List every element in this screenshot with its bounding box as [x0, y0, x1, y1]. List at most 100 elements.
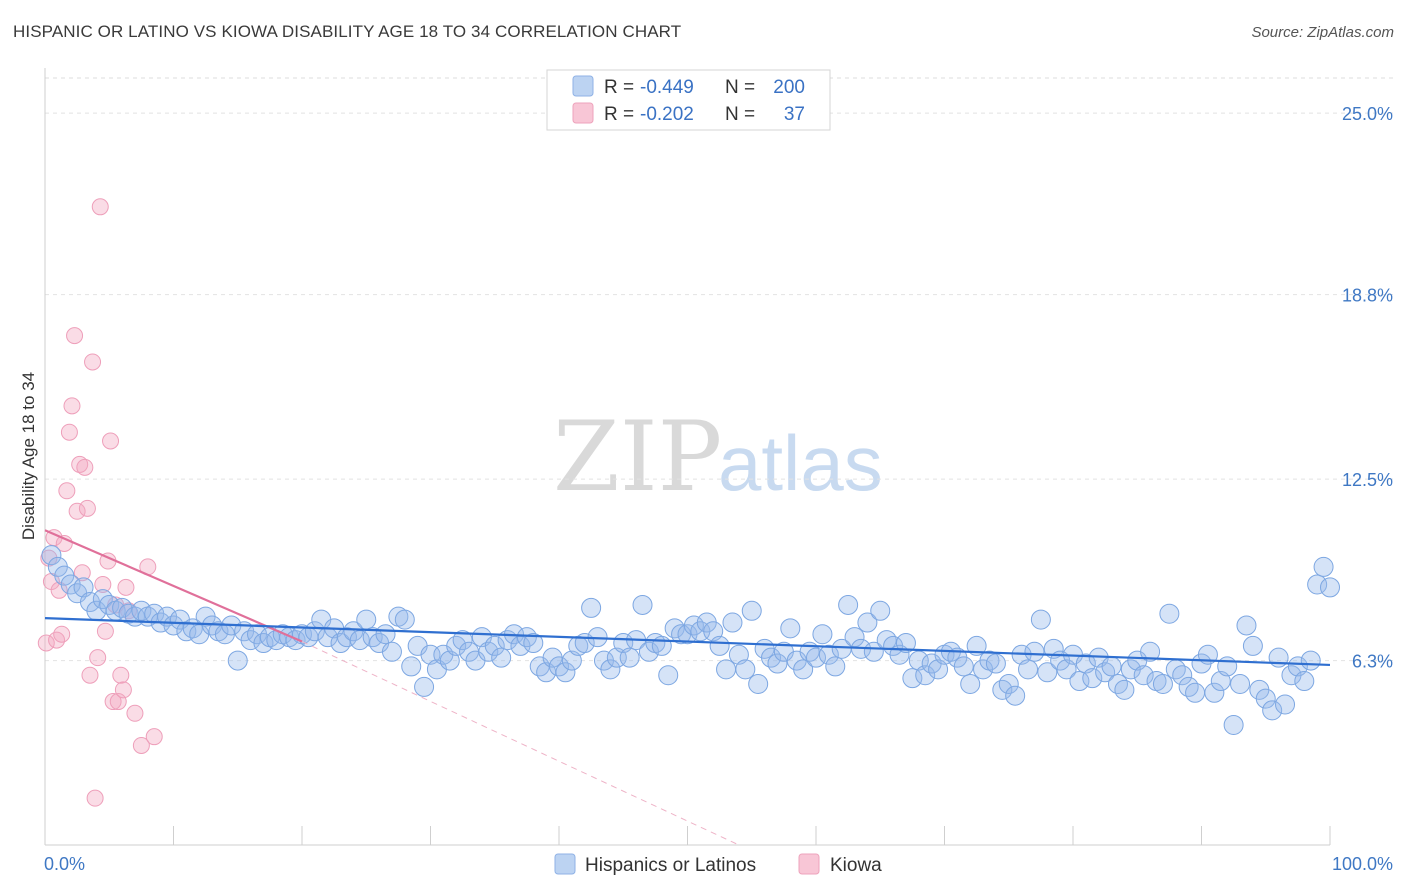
hispanic-point	[895, 633, 916, 654]
hispanic-point	[1101, 656, 1122, 677]
hispanic-point	[1056, 659, 1077, 680]
legend-n-value: 200	[773, 77, 805, 98]
bottom-legend: Hispanics or Latinos Kiowa	[554, 853, 882, 876]
kiowa-point	[114, 681, 132, 699]
legend-box	[546, 69, 831, 131]
kiowa-point	[89, 649, 107, 667]
kiowa-point	[37, 634, 55, 652]
hispanic-point	[336, 627, 357, 648]
hispanic-point	[1159, 603, 1180, 624]
hispanic-point	[394, 609, 415, 630]
bottom-legend-label: Kiowa	[830, 855, 882, 876]
hispanic-point	[793, 659, 814, 680]
hispanic-point	[1255, 688, 1276, 709]
hispanic-point	[381, 641, 402, 662]
hispanic-point	[491, 647, 512, 668]
hispanic-point	[857, 612, 878, 633]
hispanic-point	[716, 659, 737, 680]
hispanic-point	[253, 633, 274, 654]
y-tick-label: 6.3%	[1352, 652, 1393, 672]
hispanic-point	[581, 597, 602, 618]
kiowa-point	[78, 499, 96, 517]
hispanic-point	[1294, 671, 1315, 692]
y-tick-label: 25.0%	[1342, 104, 1393, 124]
legend-r-label: R =	[604, 77, 634, 98]
hispanic-point	[1223, 714, 1244, 735]
bottom-legend-swatch-pink	[798, 853, 820, 875]
hispanic-point	[1230, 673, 1251, 694]
hispanic-point	[1307, 574, 1328, 595]
hispanic-point	[99, 594, 120, 615]
hispanic-point	[683, 615, 704, 636]
source-label: Source: ZipAtlas.com	[1251, 24, 1394, 41]
hispanic-point	[735, 659, 756, 680]
x-tick-label: 0.0%	[44, 854, 85, 874]
hispanic-point	[741, 600, 762, 621]
hispanic-point	[414, 676, 435, 697]
series-kiowa	[37, 198, 163, 807]
kiowa-point	[84, 353, 102, 371]
hispanic-point	[452, 630, 473, 651]
hispanic-point	[1069, 671, 1090, 692]
hispanic-point	[966, 635, 987, 656]
kiowa-point	[96, 622, 114, 640]
watermark-atlas: atlas	[718, 419, 883, 507]
hispanic-point	[362, 627, 383, 648]
hispanic-point	[619, 647, 640, 668]
hispanic-point	[761, 647, 782, 668]
kiowa-point	[104, 693, 122, 711]
hispanic-point	[722, 612, 743, 633]
hispanic-point	[446, 635, 467, 656]
hispanic-point	[998, 673, 1019, 694]
kiowa-point	[71, 455, 89, 473]
hispanic-point	[1030, 609, 1051, 630]
axes	[44, 68, 1331, 846]
kiowa-point	[126, 704, 144, 722]
hispanic-point	[330, 633, 351, 654]
kiowa-point	[145, 728, 163, 746]
hispanic-point	[902, 668, 923, 689]
kiowa-point	[73, 564, 91, 582]
chart-title: HISPANIC OR LATINO VS KIOWA DISABILITY A…	[13, 22, 682, 41]
hispanic-point	[1024, 641, 1045, 662]
hispanic-point	[1107, 673, 1128, 694]
x-tick-label: 100.0%	[1332, 854, 1393, 874]
legend-swatch-pink	[572, 102, 594, 124]
grid	[45, 77, 1395, 662]
kiowa-point	[76, 458, 94, 476]
kiowa-point	[112, 666, 130, 684]
hispanic-point	[632, 594, 653, 615]
hispanic-point	[960, 673, 981, 694]
hispanic-point	[1152, 673, 1173, 694]
hispanic-point	[484, 635, 505, 656]
watermark-zip: ZIP	[553, 401, 722, 513]
hispanic-point	[985, 653, 1006, 674]
hispanic-point	[780, 618, 801, 639]
hispanic-point	[523, 633, 544, 654]
hispanic-point	[478, 641, 499, 662]
hispanic-point	[240, 630, 261, 651]
hispanic-point	[1018, 659, 1039, 680]
hispanic-point	[1075, 653, 1096, 674]
hispanic-point	[92, 589, 113, 610]
legend-r-value: -0.202	[640, 104, 694, 125]
hispanic-point	[555, 662, 576, 683]
legend-n-value: 37	[784, 104, 805, 125]
kiowa-trend-extension	[301, 641, 740, 846]
bottom-legend-swatch-blue	[554, 853, 576, 875]
kiowa-point	[86, 789, 104, 807]
hispanic-point	[818, 644, 839, 665]
tick-labels: 25.0% 18.8% 12.5% 6.3% 0.0% 100.0%	[44, 104, 1393, 874]
hispanic-point	[516, 627, 537, 648]
hispanic-point	[728, 644, 749, 665]
kiowa-point	[94, 575, 112, 593]
legend-n-label: N =	[725, 77, 755, 98]
legend-r-label: R =	[604, 104, 634, 125]
kiowa-point	[91, 198, 109, 216]
kiowa-point	[132, 736, 150, 754]
hispanic-point	[1242, 635, 1263, 656]
hispanic-point	[1043, 638, 1064, 659]
hispanic-point	[915, 665, 936, 686]
hispanic-point	[825, 656, 846, 677]
hispanic-point	[863, 641, 884, 662]
